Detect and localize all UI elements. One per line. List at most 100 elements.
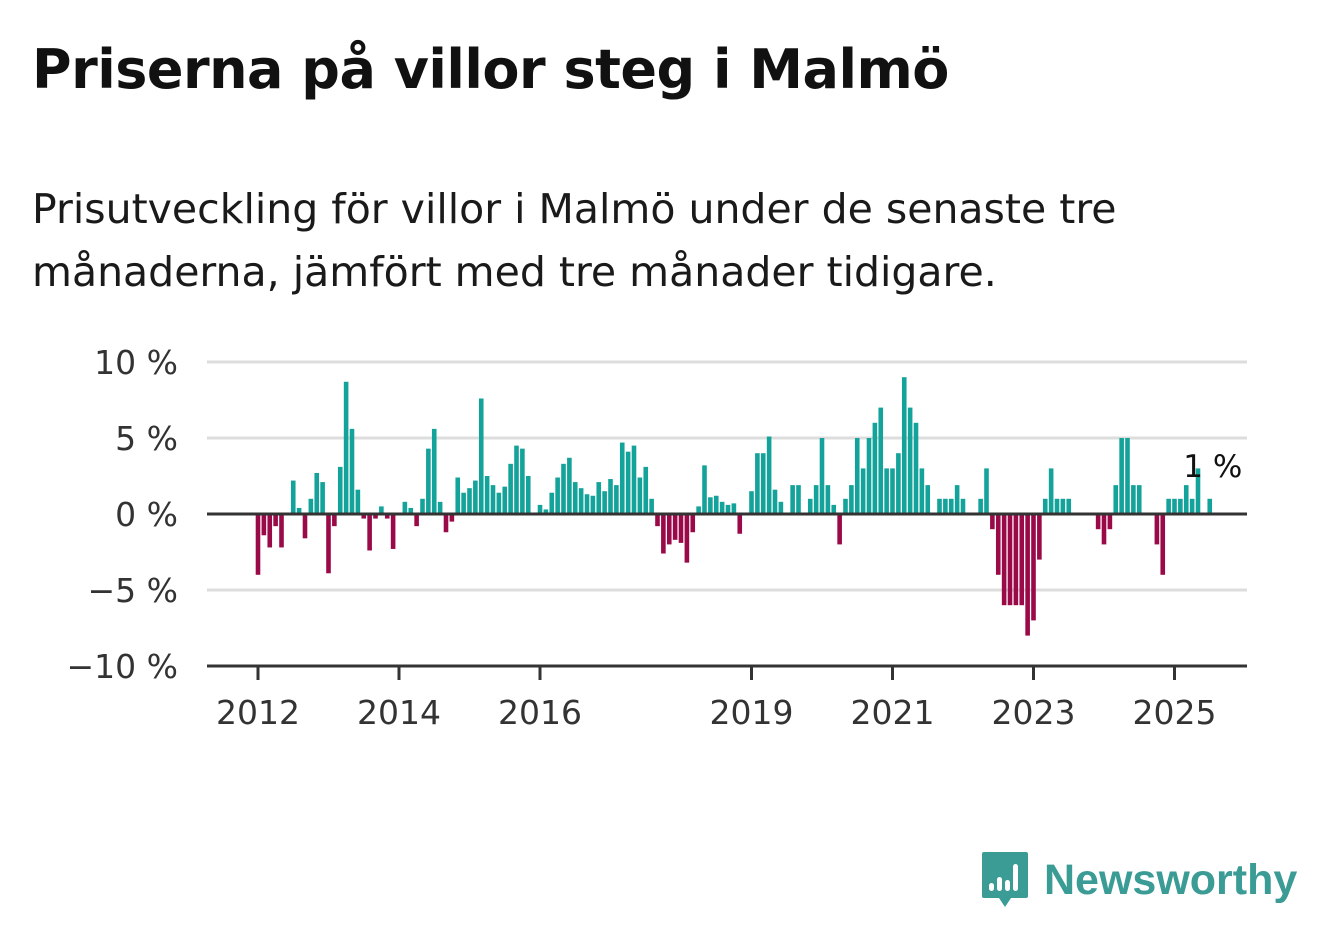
chart-subtitle: Prisutveckling för villor i Malmö under … <box>32 185 1117 296</box>
bar <box>343 381 349 514</box>
bar <box>849 485 854 514</box>
bar <box>943 498 948 514</box>
chart-title: Priserna på villor steg i Malmö <box>32 38 949 101</box>
bar <box>995 514 1001 575</box>
bar <box>813 485 819 514</box>
bar <box>901 377 907 514</box>
bar <box>866 438 872 514</box>
bar <box>755 453 760 514</box>
bar <box>796 485 801 514</box>
bar <box>1166 498 1171 514</box>
bar <box>990 514 995 530</box>
y-tick-label: 5 % <box>115 419 178 458</box>
bar <box>561 463 566 514</box>
bar <box>954 485 960 514</box>
bar <box>484 476 490 514</box>
bar <box>449 514 455 522</box>
bar <box>672 514 678 540</box>
bar <box>255 514 261 575</box>
bar <box>267 514 273 548</box>
bar <box>314 472 320 514</box>
bar <box>455 477 461 514</box>
bar <box>778 501 784 514</box>
bar <box>843 498 848 514</box>
bar <box>678 514 684 543</box>
bar <box>766 436 772 514</box>
bar <box>913 422 919 514</box>
bar <box>760 453 766 514</box>
bar <box>1066 498 1072 514</box>
bar <box>373 514 378 519</box>
bar <box>708 497 713 514</box>
bar <box>296 507 302 514</box>
bar <box>379 506 384 514</box>
bar <box>273 514 278 527</box>
bar <box>302 514 308 539</box>
brand-name: Newsworthy <box>1044 855 1298 904</box>
bar <box>467 488 472 514</box>
bar <box>490 485 496 514</box>
bar <box>549 492 555 514</box>
bar <box>608 479 613 514</box>
bar <box>860 468 866 514</box>
bar <box>543 509 549 514</box>
bar <box>384 514 390 519</box>
x-axis-labels: 2012 2014 2016 2019 2021 2023 2025 <box>216 693 1216 732</box>
bar <box>772 489 778 514</box>
bar <box>1107 514 1113 530</box>
x-tick-label: 2025 <box>1133 693 1217 732</box>
bar <box>508 463 513 514</box>
bar <box>1183 485 1189 514</box>
y-tick-label: −5 % <box>88 571 179 610</box>
bar <box>719 501 725 514</box>
latest-value-annotation: 1 % <box>1183 449 1242 485</box>
bar <box>337 466 343 514</box>
bar <box>631 445 637 514</box>
bar <box>473 480 478 514</box>
bar <box>326 514 331 574</box>
bar <box>514 445 519 514</box>
bar <box>590 495 596 514</box>
bar <box>1019 514 1025 606</box>
x-tick-label: 2012 <box>216 693 300 732</box>
bar <box>819 438 825 514</box>
bar <box>643 466 649 514</box>
bar <box>408 507 414 514</box>
bar <box>602 491 607 514</box>
bar <box>1025 514 1030 636</box>
bar <box>537 504 543 514</box>
bar <box>525 476 531 514</box>
bar <box>984 468 989 514</box>
bar <box>1195 468 1201 514</box>
bar <box>872 422 878 514</box>
bar <box>690 514 696 533</box>
bars <box>255 377 1213 636</box>
bar <box>619 442 625 514</box>
bar <box>661 514 666 554</box>
x-tick-label: 2021 <box>851 693 935 732</box>
bar <box>279 514 284 548</box>
bar <box>655 514 660 527</box>
y-axis-labels: 10 % 5 % 0 % −5 % −10 % <box>67 343 179 686</box>
bar <box>666 514 672 545</box>
bar <box>426 448 431 514</box>
bar <box>731 503 737 514</box>
bar <box>725 504 731 514</box>
bar <box>1031 514 1036 621</box>
bar <box>478 398 484 514</box>
bar <box>649 498 654 514</box>
bar <box>520 448 525 514</box>
x-tick-label: 2014 <box>357 693 441 732</box>
bar <box>1013 514 1019 606</box>
bar <box>637 477 643 514</box>
bar <box>948 498 954 514</box>
bar <box>1060 498 1066 514</box>
bar <box>896 453 901 514</box>
newsworthy-logo: Newsworthy <box>980 848 1297 912</box>
x-tick-label: 2016 <box>498 693 582 732</box>
y-tick-label: 0 % <box>115 495 178 534</box>
bar <box>420 498 425 514</box>
bar <box>461 492 466 514</box>
bar <box>614 485 619 514</box>
bar <box>584 494 590 514</box>
